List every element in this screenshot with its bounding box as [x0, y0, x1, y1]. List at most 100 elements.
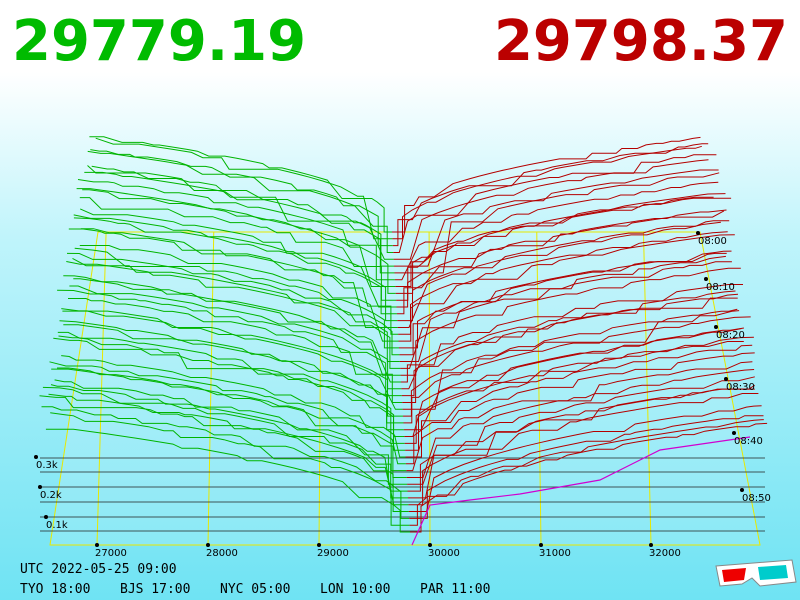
- price-label: 27000: [95, 548, 127, 559]
- time-tick: [704, 277, 708, 281]
- bid-depth: [89, 136, 392, 233]
- bid-depth: [73, 214, 398, 322]
- bid-depth: [45, 428, 410, 533]
- bid-depth: [72, 257, 400, 362]
- depth-tick: [38, 485, 42, 489]
- ask-depth: [398, 231, 728, 335]
- bid-depth: [48, 393, 409, 506]
- ask-depth: [405, 352, 755, 465]
- ask-depth: [403, 316, 751, 424]
- price-tick: [649, 543, 653, 547]
- bid-depth: [39, 395, 409, 512]
- price-label: 28000: [206, 548, 238, 559]
- bid-depth: [63, 324, 404, 431]
- ask-depth: [394, 169, 719, 267]
- ask-depth: [393, 159, 709, 260]
- ask-depth: [407, 376, 755, 485]
- bid-depth: [50, 412, 410, 526]
- time-label: 08:20: [716, 330, 745, 341]
- bid-depth: [42, 386, 408, 499]
- ask-depth: [405, 341, 744, 451]
- ask-depth: [399, 255, 726, 362]
- price-tick: [95, 543, 99, 547]
- glasses-icon: [715, 559, 797, 587]
- time-tick: [740, 488, 744, 492]
- ask-depth: [410, 422, 768, 533]
- ask-depth: [392, 143, 709, 247]
- ask-depth: [408, 393, 759, 506]
- bid-price: 29779.19: [12, 9, 306, 74]
- ask-depth: [408, 388, 755, 499]
- bid-depth: [49, 361, 406, 465]
- ask-depth: [398, 234, 735, 342]
- ask-depth: [401, 290, 736, 390]
- ask-depth-latest: [411, 436, 751, 546]
- ask-depth: [396, 210, 725, 315]
- ask-depth: [400, 261, 732, 369]
- bid-depth: [51, 368, 407, 478]
- floor-grid: [207, 231, 215, 546]
- ask-depth: [409, 419, 764, 526]
- bid-depth: [50, 384, 408, 492]
- price-label: 30000: [428, 548, 460, 559]
- time-tick: [696, 231, 700, 235]
- ask-depth: [392, 145, 702, 240]
- price-tick: [206, 543, 210, 547]
- ask-price: 29798.37: [494, 9, 788, 74]
- bid-depth: [57, 367, 407, 472]
- ask-depth: [392, 136, 701, 233]
- ask-depth: [396, 209, 727, 308]
- time-label: 08:10: [706, 282, 735, 293]
- price-tick: [539, 543, 543, 547]
- bid-depth: [53, 337, 406, 451]
- bid-depth: [54, 379, 408, 485]
- bid-depth: [79, 208, 397, 308]
- bid-depth: [91, 165, 394, 260]
- ask-depth: [397, 220, 730, 322]
- bid-depth: [57, 289, 402, 397]
- ask-depth: [406, 361, 753, 472]
- bid-depth: [66, 252, 400, 356]
- ask-depth: [409, 415, 764, 519]
- ask-depth: [396, 197, 732, 301]
- floor-grid: [428, 231, 431, 546]
- depth-tick: [44, 515, 48, 519]
- ask-depth: [405, 344, 753, 458]
- ask-depth: [393, 154, 717, 253]
- ask-depth: [394, 172, 720, 274]
- price-label: 31000: [539, 548, 571, 559]
- bid-depth: [84, 171, 395, 274]
- depth-tick: [34, 455, 38, 459]
- time-tick: [714, 325, 718, 329]
- bid-depth: [68, 298, 403, 403]
- price-tick: [317, 543, 321, 547]
- bid-depth: [61, 308, 403, 410]
- bid-depth: [95, 137, 393, 240]
- price-label: 29000: [317, 548, 349, 559]
- bid-depth: [73, 278, 401, 376]
- zone-time: BJS 17:00: [120, 582, 190, 597]
- bid-depth: [63, 275, 401, 383]
- bid-depth: [61, 355, 406, 458]
- depth-label: 0.2k: [40, 490, 62, 501]
- bid-depth: [59, 320, 404, 424]
- floor-grid: [642, 231, 652, 546]
- ask-depth: [403, 327, 744, 431]
- time-tick: [724, 377, 728, 381]
- ask-depth: [402, 308, 738, 410]
- time-label: 08:00: [698, 236, 727, 247]
- ask-depth: [395, 193, 726, 287]
- ask-depth: [402, 293, 739, 403]
- zone-time: LON 10:00: [320, 582, 390, 597]
- bid-depth: [62, 310, 403, 417]
- ask-depth: [406, 369, 755, 478]
- bid-depth: [57, 331, 405, 444]
- depth-label: 0.1k: [46, 520, 68, 531]
- time-label: 08:40: [734, 436, 763, 447]
- zone-time: NYC 05:00: [220, 582, 290, 597]
- ask-depth: [403, 310, 740, 417]
- bid-depth: [82, 189, 396, 294]
- bid-depth: [79, 245, 399, 342]
- ask-depth: [404, 328, 742, 437]
